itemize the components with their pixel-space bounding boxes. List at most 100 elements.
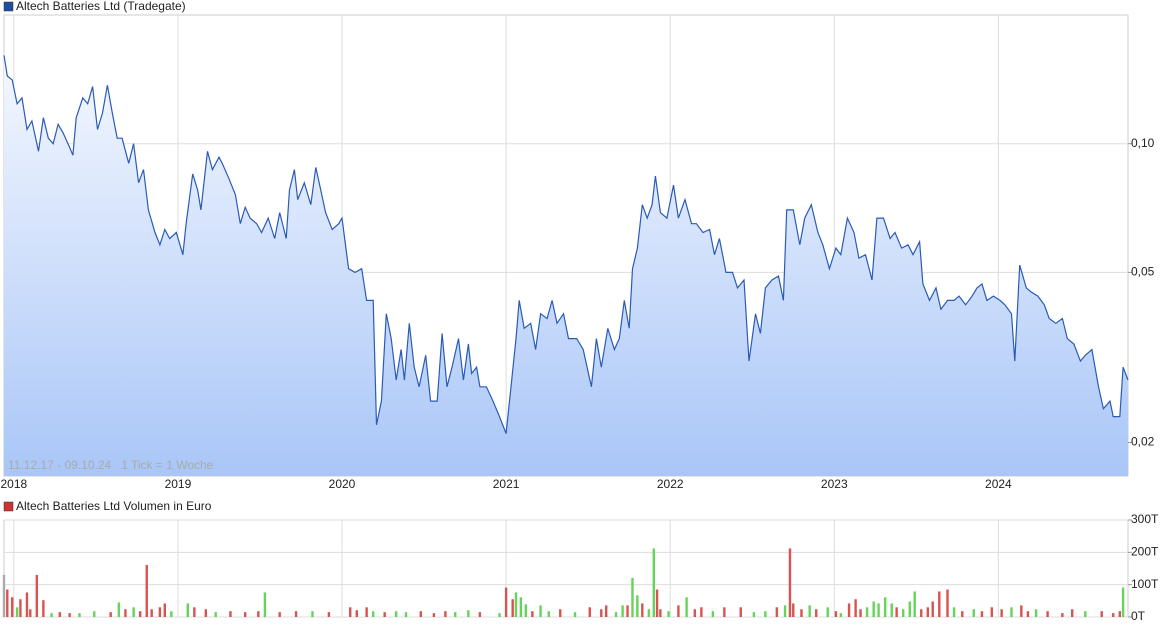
- volume-bar: [68, 613, 71, 617]
- volume-bar: [117, 602, 121, 617]
- volume-bar: [631, 577, 634, 617]
- volume-bar: [419, 611, 422, 617]
- x-tick-label: 2022: [657, 477, 684, 491]
- volume-bar: [93, 611, 96, 617]
- volume-bar: [383, 612, 386, 617]
- volume-bar: [311, 611, 314, 617]
- volume-bar: [931, 601, 934, 617]
- volume-bar: [865, 607, 869, 617]
- volume-bar: [626, 605, 629, 617]
- volume-bar: [890, 603, 893, 617]
- volume-bar: [1084, 611, 1087, 617]
- volume-bar: [834, 611, 838, 617]
- volume-bar: [524, 604, 527, 617]
- volume-bar: [883, 597, 887, 617]
- volume-bar: [365, 607, 368, 617]
- volume-bar: [961, 611, 964, 617]
- volume-bar: [877, 603, 880, 617]
- volume-bar: [1034, 609, 1038, 617]
- legend-swatch: [3, 501, 14, 512]
- volume-bar: [145, 564, 148, 617]
- x-tick-label: 2018: [0, 477, 27, 491]
- volume-bar: [788, 548, 792, 617]
- volume-bar: [42, 600, 45, 617]
- volume-bar: [15, 607, 19, 617]
- date-range-note: 11.12.17 - 09.10.24 1 Tick = 1 Woche: [8, 458, 214, 472]
- volume-bar: [1061, 613, 1064, 617]
- volume-bar: [278, 612, 281, 617]
- volume-bar: [946, 589, 949, 617]
- y-tick-label: 0,02: [1131, 435, 1155, 449]
- volume-bar: [872, 601, 875, 617]
- volume-bar: [138, 611, 142, 617]
- volume-bar: [800, 609, 803, 617]
- volume-bar: [19, 599, 22, 617]
- volume-bar: [655, 589, 659, 617]
- volume-bar: [783, 605, 787, 617]
- volume-bar: [739, 607, 742, 617]
- legend-swatch: [3, 1, 14, 12]
- volume-bar: [355, 610, 358, 617]
- volume-bar: [659, 609, 662, 617]
- volume-bar: [394, 611, 398, 617]
- y-tick-label: 300T: [1131, 512, 1159, 526]
- volume-bar: [109, 612, 112, 617]
- volume-bar: [826, 607, 829, 617]
- volume-plot-frame: [3, 519, 1129, 618]
- volume-bar: [700, 607, 703, 617]
- volume-bar: [685, 597, 688, 617]
- volume-bar: [1100, 611, 1103, 617]
- volume-bar: [170, 611, 173, 617]
- volume-bar: [559, 609, 562, 617]
- volume-bar: [1112, 613, 1115, 617]
- y-tick-label: 0,10: [1131, 136, 1155, 150]
- volume-bar: [764, 611, 767, 617]
- volume-bar: [605, 605, 608, 617]
- volume-bar: [1046, 611, 1049, 617]
- legend-label: Altech Batteries Ltd (Tradegate): [16, 0, 186, 13]
- volume-bar: [854, 599, 857, 617]
- volume-bar: [839, 613, 843, 617]
- volume-bar: [920, 609, 923, 617]
- volume-bar: [667, 611, 670, 617]
- volume-bar: [641, 603, 644, 617]
- volume-bar: [614, 612, 618, 617]
- volume-bar: [926, 607, 930, 617]
- volume-bar: [511, 599, 514, 617]
- volume-bar: [808, 605, 811, 617]
- volume-bar: [186, 603, 189, 617]
- volume-bar: [980, 611, 984, 617]
- volume-bar: [938, 591, 941, 617]
- volume-bar: [775, 607, 779, 617]
- volume-bar: [1121, 587, 1125, 617]
- volume-bar: [432, 613, 436, 617]
- price-area: [4, 55, 1128, 477]
- volume-bar: [244, 612, 247, 617]
- volume-bar: [908, 601, 911, 617]
- volume-bar: [214, 612, 217, 617]
- volume-bar: [1010, 607, 1013, 617]
- volume-bar: [711, 611, 715, 617]
- volume-bar: [163, 603, 167, 617]
- volume-bar: [35, 574, 39, 617]
- volume-bar: [514, 592, 518, 617]
- volume-bar: [990, 607, 994, 617]
- x-tick-label: 2024: [985, 477, 1012, 491]
- y-tick-label: 0T: [1131, 609, 1146, 623]
- volume-bar: [573, 612, 577, 617]
- volume-bar: [58, 612, 61, 617]
- volume-bar: [257, 611, 260, 617]
- volume-bar: [1000, 609, 1003, 617]
- volume-bar: [539, 605, 542, 617]
- volume-bar: [1026, 611, 1030, 617]
- volume-bar: [588, 607, 591, 617]
- volume-bar: [204, 609, 208, 617]
- volume-bar: [327, 612, 331, 617]
- x-tick-label: 2019: [165, 477, 192, 491]
- volume-bar: [647, 609, 651, 617]
- volume-bar: [895, 607, 898, 617]
- volume-bar: [193, 607, 196, 617]
- volume-bar: [158, 607, 162, 617]
- volume-bar: [600, 609, 603, 617]
